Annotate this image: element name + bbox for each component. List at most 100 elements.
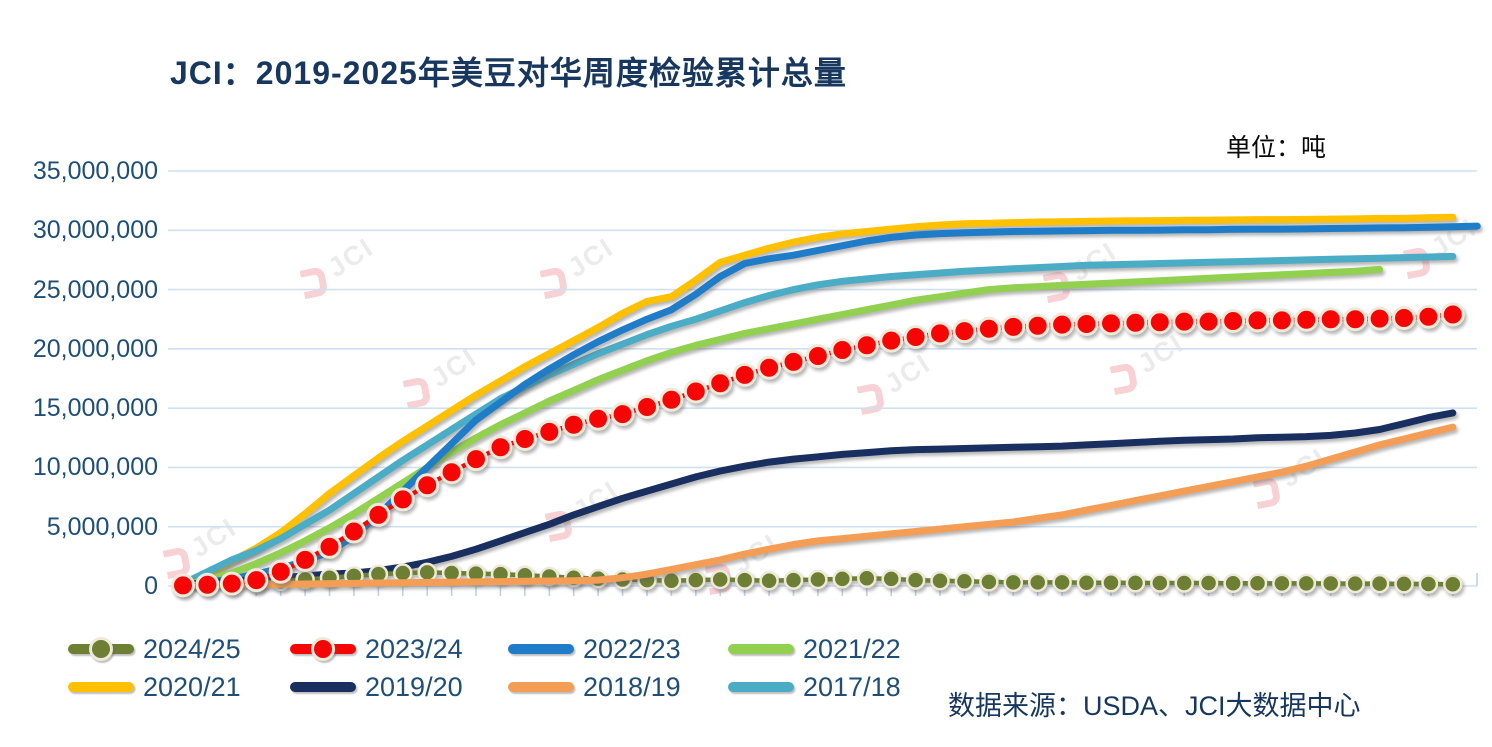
legend-item-2018/19: 2018/19 bbox=[508, 672, 681, 702]
data-point-marker bbox=[341, 519, 366, 544]
legend-swatch bbox=[508, 636, 574, 662]
data-point-marker bbox=[1123, 310, 1148, 335]
data-point-marker bbox=[830, 338, 855, 362]
series-2020/21 bbox=[179, 213, 1457, 588]
source-note: 数据来源：USDA、JCI大数据中心 bbox=[948, 691, 1361, 721]
data-point-marker bbox=[561, 412, 586, 437]
legend-swatch-line bbox=[508, 644, 574, 654]
data-point-marker bbox=[1367, 306, 1392, 331]
data-point-marker bbox=[1418, 574, 1439, 594]
data-point-marker bbox=[1443, 574, 1463, 594]
data-point-marker bbox=[1076, 572, 1097, 593]
y-axis-tick-label: 10,000,000 bbox=[32, 453, 158, 482]
data-point-marker bbox=[366, 502, 391, 527]
data-point-marker bbox=[759, 570, 779, 591]
data-point-marker bbox=[1172, 309, 1197, 334]
data-point-marker bbox=[464, 447, 488, 472]
data-point-marker bbox=[1223, 573, 1243, 593]
data-point-marker bbox=[757, 355, 782, 380]
legend-label: 2017/18 bbox=[803, 671, 901, 702]
data-point-marker bbox=[954, 571, 975, 592]
y-axis-tick-label: 35,000,000 bbox=[32, 157, 158, 185]
data-point-marker bbox=[928, 321, 952, 346]
series-line bbox=[179, 265, 1384, 589]
data-point-marker bbox=[732, 362, 757, 387]
data-point-marker bbox=[854, 333, 879, 358]
data-point-marker bbox=[1318, 307, 1343, 332]
data-point-marker bbox=[832, 569, 853, 589]
series-line bbox=[179, 423, 1457, 589]
data-point-marker bbox=[683, 379, 708, 404]
data-point-marker bbox=[710, 569, 730, 590]
y-axis-tick-label: 30,000,000 bbox=[32, 216, 158, 245]
data-point-marker bbox=[708, 371, 733, 396]
data-point-marker bbox=[881, 569, 901, 589]
data-point-marker bbox=[439, 460, 464, 485]
legend-swatch-line bbox=[290, 682, 356, 692]
data-point-marker bbox=[976, 316, 1001, 341]
data-point-marker bbox=[1221, 309, 1246, 333]
data-point-marker bbox=[1296, 573, 1317, 594]
data-point-marker bbox=[857, 568, 877, 589]
data-point-marker bbox=[393, 563, 413, 583]
data-point-marker bbox=[734, 570, 755, 590]
series-2017/18 bbox=[179, 252, 1457, 588]
data-point-marker bbox=[1125, 573, 1146, 593]
data-point-marker bbox=[1416, 304, 1441, 329]
data-point-marker bbox=[244, 568, 269, 593]
data-point-marker bbox=[1003, 572, 1024, 593]
legend-swatch-line bbox=[68, 682, 134, 692]
series-line bbox=[179, 213, 1457, 588]
legend-item-2020/21: 2020/21 bbox=[68, 672, 241, 702]
legend-item-2024/25: 2024/25 bbox=[68, 634, 241, 664]
data-point-marker bbox=[1052, 572, 1072, 593]
data-point-marker bbox=[1245, 308, 1270, 333]
data-point-marker bbox=[1150, 573, 1170, 593]
y-axis-tick-label: 20,000,000 bbox=[32, 334, 158, 363]
data-point-marker bbox=[659, 387, 684, 412]
legend-label: 2023/24 bbox=[365, 633, 463, 664]
data-point-marker bbox=[195, 572, 220, 597]
data-point-marker bbox=[1074, 312, 1099, 336]
data-point-marker bbox=[219, 571, 244, 596]
legend-swatch-line bbox=[728, 644, 794, 654]
data-point-marker bbox=[417, 562, 437, 583]
legend-swatch-line bbox=[728, 682, 794, 692]
data-point-marker bbox=[781, 349, 806, 374]
data-point-marker bbox=[1027, 572, 1048, 593]
data-point-marker bbox=[1345, 573, 1365, 594]
legend-label: 2018/19 bbox=[583, 671, 681, 702]
data-point-marker bbox=[1196, 309, 1221, 334]
legend-item-2021/22: 2021/22 bbox=[728, 634, 901, 664]
data-point-marker bbox=[317, 534, 342, 559]
data-point-marker bbox=[930, 570, 950, 591]
data-point-marker bbox=[1392, 306, 1416, 330]
legend-label: 2022/23 bbox=[583, 633, 681, 664]
data-point-marker bbox=[1369, 573, 1390, 594]
data-point-marker bbox=[1198, 573, 1219, 593]
data-point-marker bbox=[879, 328, 904, 353]
data-point-marker bbox=[1294, 307, 1319, 332]
data-point-marker bbox=[512, 427, 537, 451]
series-line bbox=[179, 252, 1457, 588]
data-point-marker bbox=[488, 435, 513, 460]
series-2023/24 bbox=[171, 302, 1465, 598]
data-point-marker bbox=[686, 570, 706, 590]
legend-label: 2021/22 bbox=[803, 633, 901, 664]
legend-item-2022/23: 2022/23 bbox=[508, 634, 681, 664]
data-point-marker bbox=[1394, 574, 1414, 594]
data-point-marker bbox=[1147, 310, 1172, 335]
legend-swatch-marker bbox=[311, 637, 335, 661]
series-2018/19 bbox=[179, 423, 1457, 589]
series-2021/22 bbox=[179, 265, 1384, 589]
data-point-marker bbox=[661, 570, 682, 591]
data-point-marker bbox=[1269, 308, 1294, 333]
data-point-marker bbox=[586, 406, 611, 431]
legend-swatch bbox=[68, 674, 134, 700]
data-point-marker bbox=[1272, 573, 1292, 594]
y-axis-tick-label: 5,000,000 bbox=[46, 512, 158, 541]
line-chart-plot bbox=[168, 170, 1481, 598]
data-point-marker bbox=[1101, 573, 1121, 593]
legend-item-2023/24: 2023/24 bbox=[290, 634, 463, 664]
